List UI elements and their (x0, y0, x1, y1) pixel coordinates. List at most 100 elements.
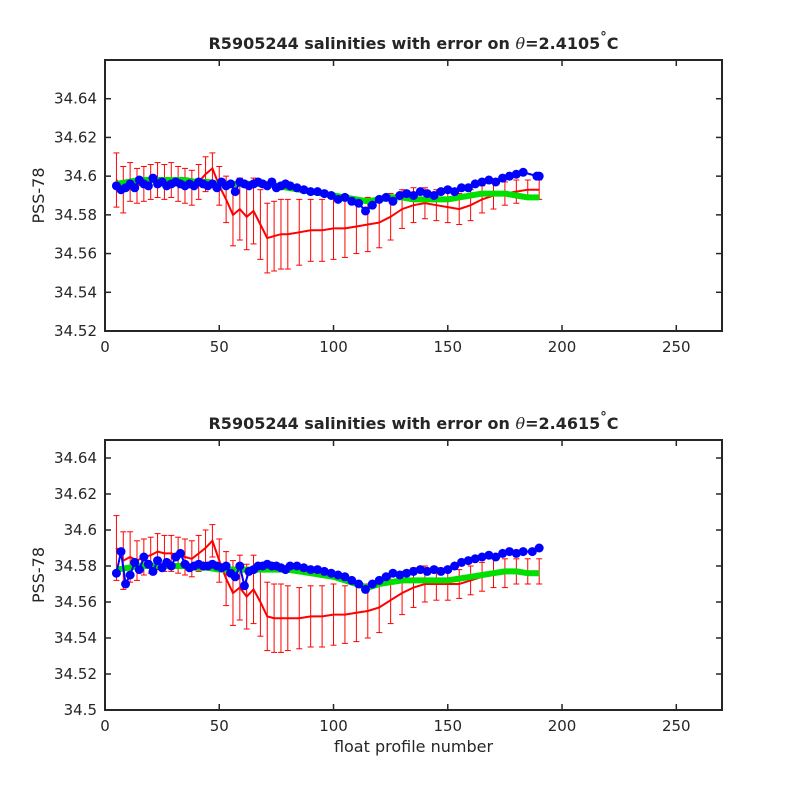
data-point (143, 559, 153, 569)
axes-frame (104, 59, 723, 332)
data-point (518, 547, 528, 557)
data-point (285, 181, 295, 191)
data-point (511, 548, 521, 558)
data-point (319, 189, 329, 199)
data-point (429, 565, 439, 575)
data-point (333, 570, 343, 580)
y-tick-label: 34.62 (54, 485, 97, 503)
chart-1: 0 50 100 150 200 250 34.52 34.54 34.56 34.58 34.6 3… (29, 30, 723, 356)
data-point (415, 187, 425, 197)
data-point (381, 192, 391, 202)
data-point (175, 548, 185, 558)
data-point (436, 187, 446, 197)
data-point (299, 563, 309, 573)
y-tick-label: 34.54 (54, 629, 97, 647)
y-tick-label: 34.54 (54, 283, 97, 301)
data-point (166, 561, 176, 571)
data-point (450, 187, 460, 197)
data-point (340, 192, 350, 202)
data-point (326, 191, 336, 200)
data-layer (111, 152, 544, 274)
data-point (299, 185, 309, 195)
data-point (463, 556, 473, 566)
title-text: R5905244 salinities with error on (208, 34, 515, 53)
data-point (374, 575, 384, 585)
y-tick-label: 34.5 (64, 701, 97, 719)
data-point (409, 566, 418, 576)
data-point (361, 206, 371, 216)
data-point (347, 575, 357, 585)
title-unit: C (607, 34, 619, 53)
data-point (235, 561, 245, 571)
data-point (319, 566, 329, 576)
y-tick-label: 34.64 (54, 449, 97, 467)
data-point (347, 196, 357, 206)
title-theta: θ (515, 34, 525, 53)
data-point (326, 568, 336, 578)
y-tick-label: 34.6 (64, 521, 97, 539)
title-degree: ° (600, 30, 607, 45)
y-tick-label: 34.58 (54, 557, 97, 575)
data-point (367, 579, 377, 589)
data-point (456, 557, 466, 567)
data-point (381, 572, 391, 582)
data-point (374, 194, 384, 204)
data-point (402, 189, 412, 199)
data-point (395, 570, 405, 580)
y-tick-label: 34.64 (54, 90, 97, 108)
data-point (436, 566, 446, 576)
data-point (429, 191, 439, 200)
data-point (143, 181, 153, 191)
data-point (422, 566, 432, 576)
data-point (443, 185, 453, 195)
data-point (148, 566, 158, 576)
title-degree: ° (600, 410, 607, 425)
data-point (456, 183, 466, 193)
data-point (388, 568, 398, 578)
data-point (153, 556, 163, 566)
x-tick-label: 150 (433, 338, 462, 356)
data-point (292, 183, 302, 193)
chart-title: R5905244 salinities with error on θ=2.46… (208, 410, 618, 433)
data-point (313, 565, 323, 575)
data-point (504, 171, 514, 181)
x-tick-label: 0 (100, 717, 110, 735)
y-tick-label: 34.56 (54, 245, 97, 263)
data-point (409, 191, 418, 200)
y-tick-label: 34.52 (54, 665, 97, 683)
chart-title: R5905244 salinities with error on θ=2.41… (208, 30, 618, 53)
title-unit: C (607, 414, 619, 433)
data-point (422, 189, 432, 199)
data-point (139, 552, 149, 562)
data-point (498, 548, 508, 558)
data-point (498, 173, 508, 183)
x-tick-label: 50 (210, 338, 229, 356)
title-value: =2.4105 (525, 34, 600, 53)
data-point (134, 565, 144, 575)
data-point (306, 565, 316, 575)
data-point (367, 200, 377, 210)
data-point (470, 179, 480, 189)
x-tick-label: 200 (548, 717, 577, 735)
data-point (285, 561, 295, 571)
data-point (111, 568, 121, 578)
data-point (504, 547, 514, 557)
data-point (484, 175, 494, 185)
axes-frame (104, 439, 723, 711)
y-tick-label: 34.58 (54, 206, 97, 224)
x-tick-label: 250 (662, 717, 691, 735)
y-tick-label: 34.62 (54, 128, 97, 146)
title-theta: θ (515, 414, 525, 433)
data-point (491, 552, 501, 562)
y-axis-label: PSS-78 (29, 547, 48, 603)
data-point (230, 572, 240, 582)
data-point (534, 171, 544, 181)
data-point (116, 547, 126, 557)
data-point (415, 565, 425, 575)
data-point (226, 179, 236, 189)
data-point (121, 579, 131, 589)
data-point (313, 187, 323, 197)
data-point (477, 177, 487, 187)
data-point (491, 177, 501, 187)
data-point (239, 581, 249, 591)
